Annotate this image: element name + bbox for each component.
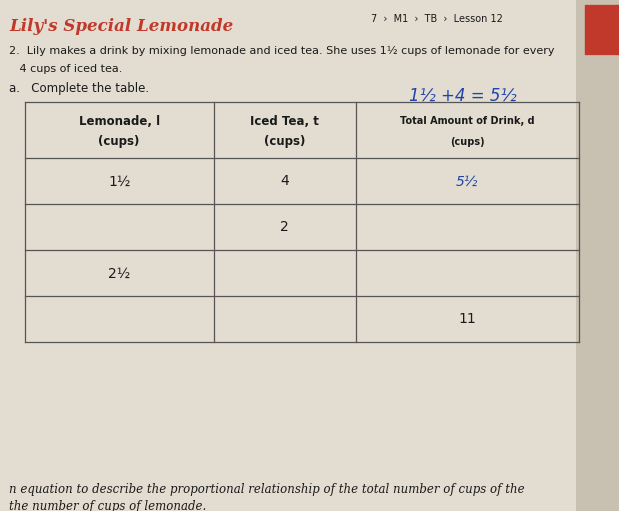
Text: 11: 11	[459, 312, 476, 327]
Text: 7  ›  M1  ›  TB  ›  Lesson 12: 7 › M1 › TB › Lesson 12	[371, 14, 503, 25]
Bar	[612, 5, 614, 54]
FancyBboxPatch shape	[576, 0, 619, 511]
Bar	[600, 5, 604, 54]
Text: a.   Complete the table.: a. Complete the table.	[9, 82, 149, 95]
Bar	[615, 5, 619, 54]
Bar	[585, 5, 588, 54]
Text: 4 cups of iced tea.: 4 cups of iced tea.	[9, 64, 123, 74]
Text: Total Amount of Drink, d: Total Amount of Drink, d	[400, 116, 535, 126]
Text: 2: 2	[280, 220, 289, 235]
Text: Lily's Special Lemonade: Lily's Special Lemonade	[9, 18, 233, 35]
Text: 1½ +4 = 5½: 1½ +4 = 5½	[409, 87, 516, 105]
Bar	[605, 5, 607, 54]
Text: the number of cups of lemonade.: the number of cups of lemonade.	[9, 500, 207, 511]
Text: Iced Tea, t: Iced Tea, t	[250, 114, 319, 128]
Text: (cups): (cups)	[450, 136, 485, 147]
Bar	[597, 5, 599, 54]
Text: 4: 4	[280, 174, 289, 189]
Text: (cups): (cups)	[264, 135, 305, 148]
Text: 5½: 5½	[456, 174, 478, 189]
Text: Lemonade, l: Lemonade, l	[79, 114, 160, 128]
Text: (cups): (cups)	[98, 135, 140, 148]
Text: 2½: 2½	[108, 266, 130, 281]
FancyBboxPatch shape	[0, 0, 576, 511]
Text: 1½: 1½	[108, 174, 131, 189]
Bar	[608, 5, 611, 54]
Text: n equation to describe the proportional relationship of the total number of cups: n equation to describe the proportional …	[9, 483, 525, 496]
Bar	[592, 5, 596, 54]
Bar	[589, 5, 591, 54]
Text: 2.  Lily makes a drink by mixing lemonade and iced tea. She uses 1½ cups of lemo: 2. Lily makes a drink by mixing lemonade…	[9, 46, 555, 56]
